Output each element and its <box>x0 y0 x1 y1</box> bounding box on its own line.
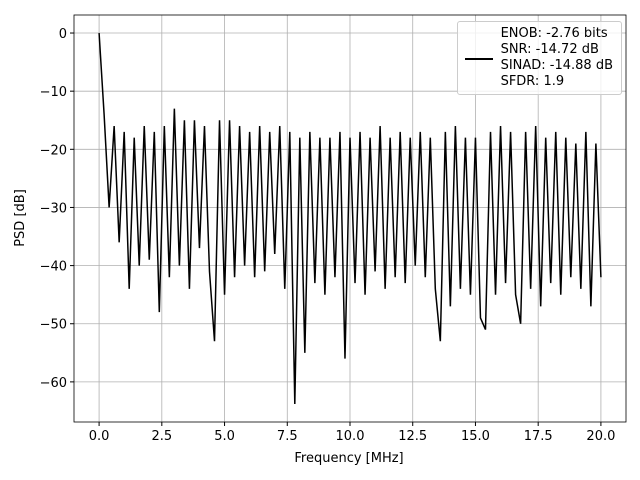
x-axis-label: Frequency [MHz] <box>294 451 403 466</box>
y-tick-label: 0 <box>59 27 67 42</box>
psd-line <box>98 32 602 404</box>
x-tick-label: 12.5 <box>398 429 427 444</box>
x-tick-label: 17.5 <box>524 429 553 444</box>
x-tick-label: 5.0 <box>214 429 235 444</box>
legend: ENOB: -2.76 bits SNR: -14.72 dB SINAD: -… <box>456 21 622 95</box>
y-tick-label: −30 <box>40 201 67 216</box>
legend-swatch <box>464 58 493 60</box>
y-tick-label: −40 <box>40 260 67 275</box>
legend-label: ENOB: -2.76 bits SNR: -14.72 dB SINAD: -… <box>500 26 613 89</box>
x-tick-label: 0.0 <box>89 429 110 444</box>
y-tick-label: −10 <box>40 85 67 100</box>
y-axis-label: PSD [dB] <box>13 189 28 247</box>
y-tick-label: −60 <box>40 376 67 391</box>
y-tick-label: −50 <box>40 318 67 333</box>
x-tick-label: 10.0 <box>336 429 365 444</box>
x-tick-label: 20.0 <box>586 429 615 444</box>
x-tick-label: 15.0 <box>461 429 490 444</box>
plot-frame <box>73 14 627 423</box>
x-tick-label: 2.5 <box>151 429 172 444</box>
x-tick-label: 7.5 <box>277 429 298 444</box>
y-tick-label: −20 <box>40 143 67 158</box>
